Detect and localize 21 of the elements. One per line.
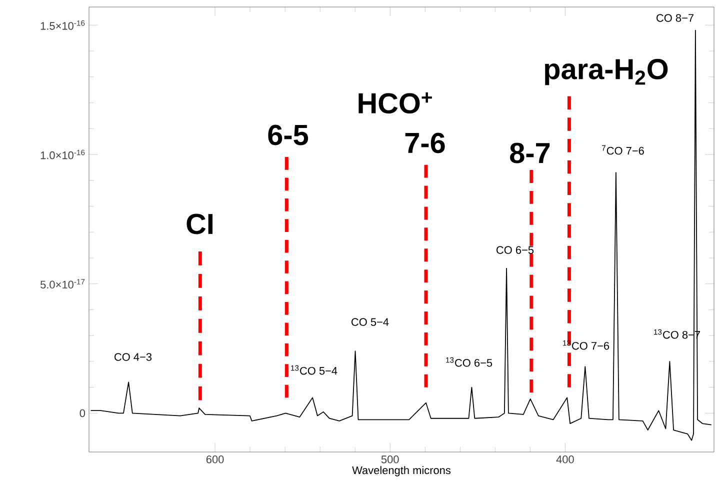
annotation: 7-6 [405, 132, 445, 154]
annotation: CO 5−4 [352, 318, 389, 326]
y-tick-label: 1.5×10$^{-16}$ [40, 20, 85, 30]
y-tick-label: 0 [80, 409, 86, 418]
annotation: HCO$^{+}$ [358, 92, 432, 114]
y-tick-label: 1.0×10$^{-16}$ [40, 150, 85, 160]
annotation: $^{13}$CO 5−4 [291, 365, 338, 375]
annotation: 6-5 [268, 124, 308, 146]
x-tick-label: 600 [206, 456, 224, 464]
annotation: 8-7 [510, 142, 550, 164]
annotation: CO 6−5 [496, 246, 534, 254]
x-tick-label: 400 [556, 456, 574, 464]
x-tick-label: 500 [381, 456, 399, 464]
annotation: CO 8−7 [656, 14, 694, 22]
annotation: $^{7}$CO 7−6 [602, 145, 644, 155]
y-tick-label: 5.0×10$^{-17}$ [40, 279, 85, 288]
x-axis-title: Wavelength microns [352, 466, 451, 476]
annotation: para-H$_{2}$O [545, 58, 668, 86]
annotation: CO 4−3 [114, 353, 152, 361]
annotation: $^{13}$CO 6−5 [446, 357, 492, 367]
annotation: CI [186, 214, 212, 234]
